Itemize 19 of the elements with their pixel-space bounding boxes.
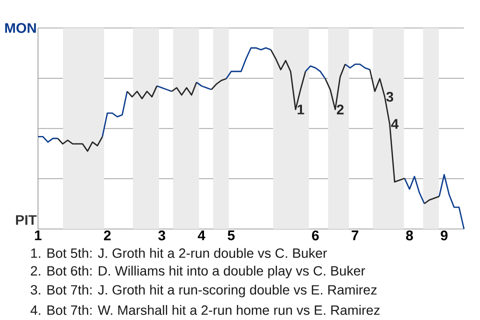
text: 4. Bot 7th: W. Marshall hit a 2-run home run vs E. Ramirez xyxy=(30,305,380,315)
x-tick-label: 9 xyxy=(440,230,448,240)
annotation: 1 xyxy=(298,104,304,114)
annotation: 4 xyxy=(391,119,399,129)
x-tick-label: 3 xyxy=(158,230,166,240)
x-tick-label: 7 xyxy=(352,230,358,240)
x-tick-label: 5 xyxy=(228,230,235,240)
text: MON xyxy=(5,23,36,33)
text: 2. Bot 6th: D. Williams hit into a double play vs C. Buker xyxy=(30,266,366,278)
annotation: 3 xyxy=(386,92,394,102)
annotation: 2 xyxy=(336,104,344,114)
x-tick-label: 4 xyxy=(198,230,206,240)
x-tick-label: 1 xyxy=(34,230,42,240)
x-tick-label: 6 xyxy=(312,230,319,240)
text: 1. Bot 5th: J. Groth hit a 2-run double vs C. Buker xyxy=(31,248,327,258)
text: PIT xyxy=(16,215,37,225)
x-tick-label: 2 xyxy=(104,230,111,240)
x-tick-label: 8 xyxy=(406,230,413,240)
text: 3. Bot 7th: J. Groth hit a run-scoring double vs E. Ramirez xyxy=(30,284,377,298)
